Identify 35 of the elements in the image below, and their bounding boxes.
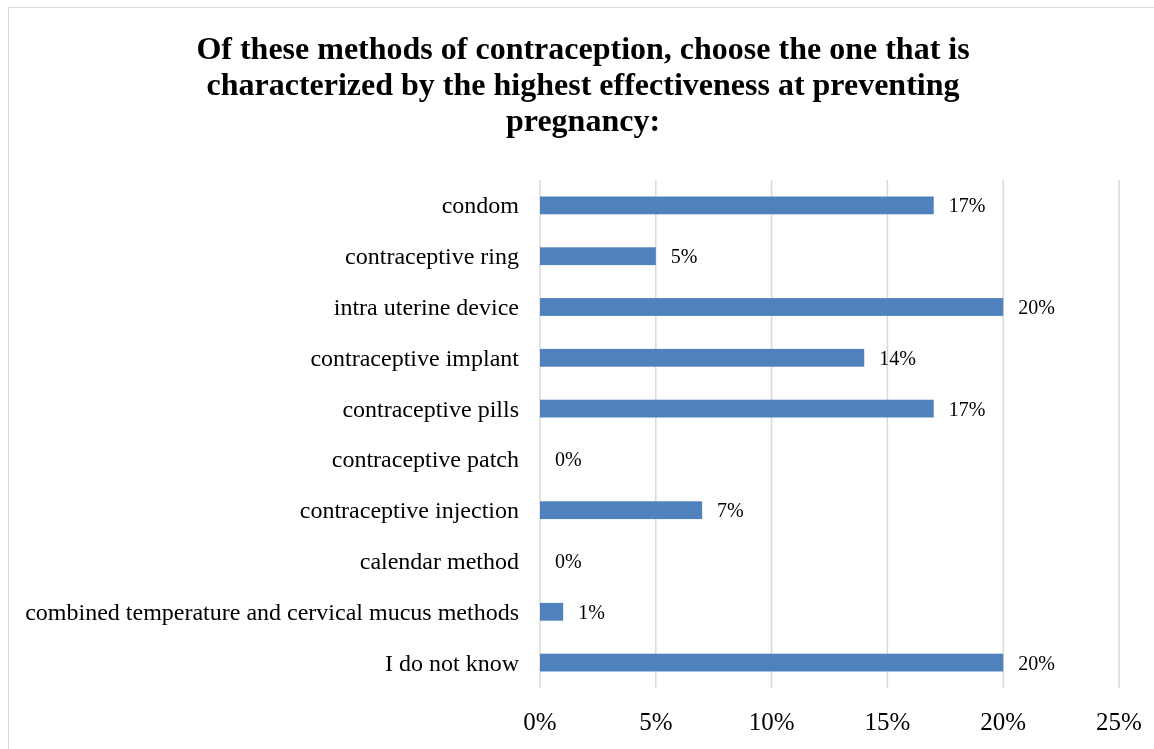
- bar: [540, 196, 934, 215]
- bar: [540, 602, 564, 621]
- y-tick-label: calendar method: [359, 548, 519, 574]
- y-tick-label: combined temperature and cervical mucus methods: [25, 598, 519, 625]
- data-label: 17%: [948, 194, 986, 217]
- x-tick-label: 20%: [980, 708, 1027, 735]
- data-label: 20%: [1018, 296, 1055, 318]
- y-tick-label: contraceptive pills: [342, 395, 519, 422]
- x-tick-label: 25%: [1096, 708, 1142, 735]
- bar: [540, 501, 703, 520]
- y-tick-label: condom: [441, 192, 520, 219]
- y-tick-label: I do not know: [385, 649, 520, 676]
- y-tick-label: intra uterine device: [333, 294, 519, 320]
- bar: [540, 348, 865, 367]
- data-label: 0%: [555, 550, 582, 572]
- data-label: 17%: [948, 397, 986, 420]
- bar: [540, 247, 656, 266]
- data-label: 5%: [670, 245, 698, 268]
- y-tick-label: contraceptive implant: [310, 344, 520, 371]
- data-label: 7%: [717, 499, 744, 522]
- y-tick-label: contraceptive patch: [331, 446, 519, 473]
- bar: [540, 399, 934, 418]
- bar: [540, 653, 1004, 672]
- data-label: 14%: [879, 346, 916, 369]
- data-label: 0%: [555, 448, 582, 471]
- data-label: 1%: [578, 600, 605, 623]
- x-tick-label: 10%: [748, 708, 795, 735]
- x-tick-label: 5%: [639, 708, 673, 735]
- bar: [540, 298, 1004, 316]
- x-tick-label: 0%: [523, 708, 557, 735]
- data-label: 20%: [1018, 651, 1055, 674]
- chart-title: Of these methods of contraception, choose the one that is characterized by the highest effectiveness at preventing pregnancy:: [196, 30, 970, 138]
- y-tick-label: contraceptive ring: [345, 243, 519, 270]
- y-tick-label: contraceptive injection: [299, 497, 519, 524]
- x-tick-label: 15%: [864, 708, 911, 735]
